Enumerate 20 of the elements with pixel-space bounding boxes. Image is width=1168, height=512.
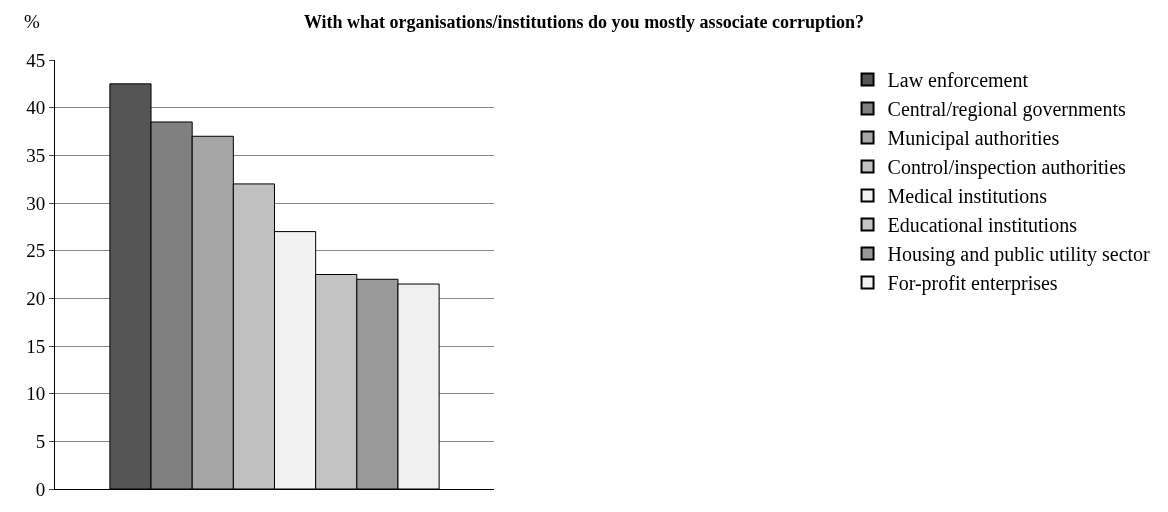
legend-label: Control/inspection authorities (887, 156, 1127, 180)
legend-label: Municipal authorities (887, 127, 1060, 151)
y-tick-label: 10 (26, 383, 46, 405)
legend-label: For-profit enterprises (887, 272, 1058, 296)
legend-label: Central/regional governments (887, 98, 1127, 122)
y-tick-label: 30 (26, 192, 46, 214)
y-tick-label: 35 (26, 144, 46, 166)
legend-label: Educational institutions (887, 214, 1078, 237)
y-tick-label: 0 (35, 478, 46, 500)
y-tick-label: 25 (26, 240, 46, 262)
text: With what organisations/institutions do you mostly associate corruption? (303, 11, 865, 32)
y-tick-label: 15 (26, 335, 46, 357)
y-tick-label: 20 (26, 287, 46, 309)
legend-label: Law enforcement (887, 69, 1029, 92)
y-tick-label: 5 (35, 430, 46, 452)
y-axis-title: % (24, 11, 40, 32)
legend-label: Housing and public utility sector (887, 243, 1151, 267)
legend-label: Medical institutions (887, 185, 1048, 208)
y-tick-label: 40 (26, 97, 46, 119)
y-tick-label: 45 (26, 49, 46, 71)
